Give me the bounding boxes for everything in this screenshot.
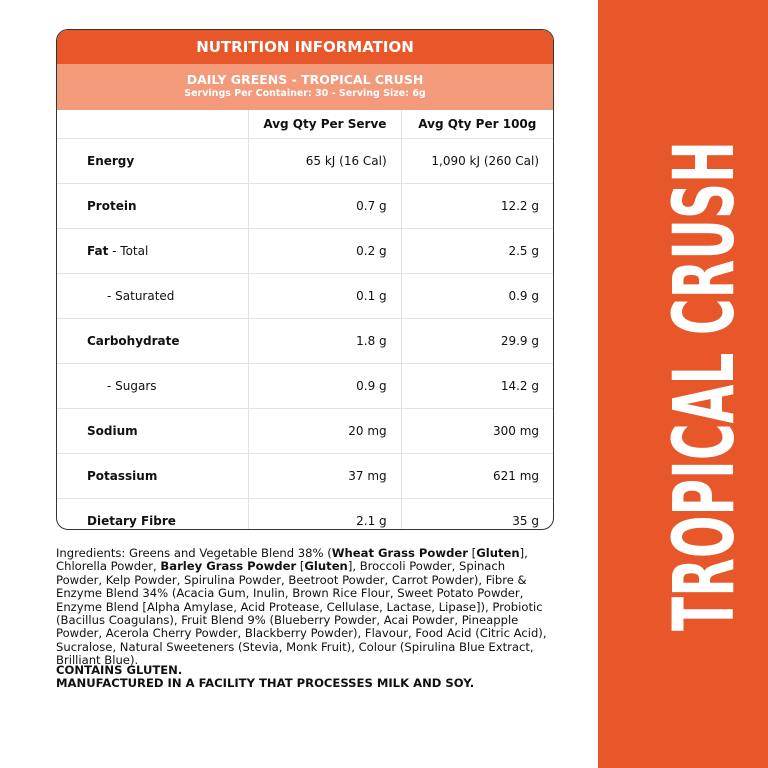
nutrient-cell: - Saturated	[57, 273, 249, 319]
nutrient-cell: Sodium	[57, 408, 249, 454]
per-serve: 37 mg	[248, 453, 402, 499]
ingredient-text: Barley Grass Powder	[160, 559, 297, 574]
ingredient-text: [	[296, 559, 305, 574]
per-100g: 35 g	[400, 498, 553, 529]
ingredient-text: [	[468, 546, 477, 560]
table-row: Potassium 37 mg 621 mg	[57, 453, 553, 499]
per-100g: 621 mg	[400, 453, 553, 499]
ingredient-text: ], Broccoli Powder, Spinach Powder, Kelp…	[56, 559, 547, 668]
nutrient-cell: Fat - Total	[57, 228, 249, 274]
nutrient-qualifier: - Total	[112, 244, 149, 258]
ingredient-text: ], Chlorella Powder,	[56, 546, 528, 574]
header-cell	[57, 110, 249, 139]
table-row: Energy 65 kJ (16 Cal) 1,090 kJ (260 Cal)	[57, 138, 553, 184]
ingredient-text: Gluten	[304, 559, 348, 574]
ingredient-text: Gluten	[476, 546, 520, 560]
per-100g: 300 mg	[400, 408, 553, 454]
nutrient-name: Carbohydrate	[87, 334, 180, 348]
ingredients: Ingredients: Greens and Vegetable Blend …	[56, 546, 548, 668]
per-100g: 2.5 g	[400, 228, 553, 274]
per-serve: 2.1 g	[248, 498, 402, 529]
nutrient-cell: Carbohydrate	[57, 318, 249, 364]
nutrient-name: - Sugars	[107, 379, 157, 393]
nutrient-name: Fat	[87, 244, 109, 258]
column-header: Avg Qty Per 100g	[400, 110, 553, 139]
per-serve: 0.7 g	[248, 183, 402, 229]
per-serve: 0.1 g	[248, 273, 402, 319]
table-row: - Saturated 0.1 g 0.9 g	[57, 273, 553, 319]
ingredient-text: Wheat Grass Powder	[331, 546, 468, 560]
nutrient-name: Sodium	[87, 424, 138, 438]
column-header: Avg Qty Per Serve	[248, 110, 402, 139]
per-serve: 20 mg	[248, 408, 402, 454]
per-100g: 1,090 kJ (260 Cal)	[400, 138, 553, 184]
per-100g: 14.2 g	[400, 363, 553, 409]
nutrient-name: Energy	[87, 154, 135, 168]
panel-subheader: DAILY GREENS - TROPICAL CRUSH Servings P…	[57, 64, 553, 110]
nutrient-cell: - Sugars	[57, 363, 249, 409]
product-name: DAILY GREENS - TROPICAL CRUSH	[186, 72, 424, 87]
panel-title: NUTRITION INFORMATION	[57, 30, 553, 64]
table-row: Fat - Total 0.2 g 2.5 g	[57, 228, 553, 274]
per-serve: 65 kJ (16 Cal)	[248, 138, 402, 184]
table-row: Dietary Fibre 2.1 g 35 g	[57, 498, 553, 529]
servings: Servings Per Container: 30 - Serving Siz…	[184, 88, 426, 99]
nutrient-name: Potassium	[87, 469, 158, 483]
nutrient-name: Dietary Fibre	[87, 514, 176, 528]
warning: CONTAINS GLUTEN.	[56, 663, 183, 677]
table-row: Sodium 20 mg 300 mg	[57, 408, 553, 454]
side-banner: TROPICAL CRUSH	[598, 0, 768, 768]
nutrient-cell: Potassium	[57, 453, 249, 499]
nutrient-name: - Saturated	[107, 289, 175, 303]
side-label: TROPICAL CRUSH	[655, 141, 753, 631]
per-100g: 0.9 g	[400, 273, 553, 319]
nutrient-name: Protein	[87, 199, 137, 213]
warning: MANUFACTURED IN A FACILITY THAT PROCESSE…	[56, 676, 475, 691]
nutrition-table: Avg Qty Per Serve Avg Qty Per 100g Energ…	[57, 110, 553, 529]
table-row: Carbohydrate 1.8 g 29.9 g	[57, 318, 553, 364]
per-serve: 0.2 g	[248, 228, 402, 274]
table-row: Protein 0.7 g 12.2 g	[57, 183, 553, 229]
nutrient-cell: Energy	[57, 138, 249, 184]
table-row: - Sugars 0.9 g 14.2 g	[57, 363, 553, 409]
warnings: CONTAINS GLUTEN. MANUFACTURED IN A FACILI…	[56, 663, 475, 691]
per-100g: 12.2 g	[400, 183, 553, 229]
header-row: Avg Qty Per Serve Avg Qty Per 100g	[57, 110, 553, 139]
ingredient-text: Ingredients: Greens and Vegetable Blend …	[56, 546, 332, 560]
nutrition-panel: NUTRITION INFORMATION DAILY GREENS - TRO…	[56, 29, 554, 530]
nutrient-cell: Dietary Fibre	[57, 498, 249, 529]
nutrient-cell: Protein	[57, 183, 249, 229]
per-100g: 29.9 g	[400, 318, 553, 364]
per-serve: 1.8 g	[248, 318, 402, 364]
per-serve: 0.9 g	[248, 363, 402, 409]
